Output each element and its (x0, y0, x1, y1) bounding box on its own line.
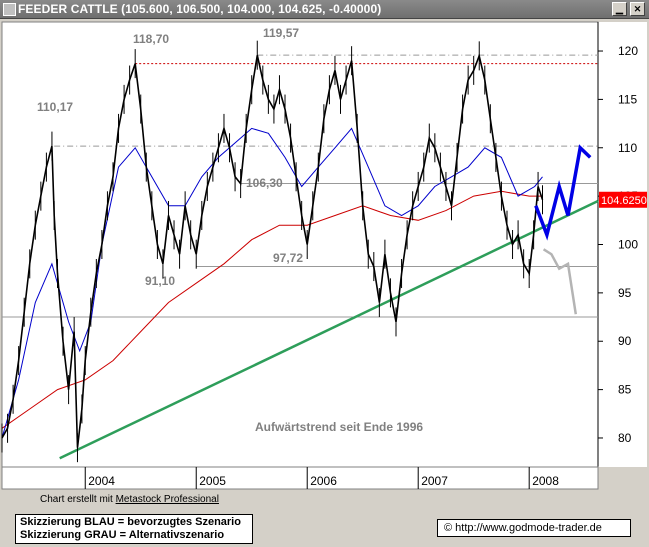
x-tick-label: 2005 (199, 474, 226, 488)
scenario-gray-line (542, 248, 578, 315)
window-system-icon[interactable] (3, 3, 16, 16)
level-label: 110,17 (37, 100, 73, 114)
legend-blue: Skizzierung BLAU = bevorzugtes Szenario (20, 516, 241, 528)
minimize-button[interactable]: ▁ (612, 2, 627, 16)
level-label: 97,72 (273, 251, 303, 265)
y-tick-label: 80 (618, 431, 632, 445)
ma-fast-line (1, 127, 543, 439)
y-tick-label: 100 (618, 238, 638, 252)
website-box[interactable]: © http://www.godmode-trader.de (437, 519, 631, 537)
scenario-legend: Skizzierung BLAU = bevorzugtes Szenario … (15, 514, 253, 544)
window-titlebar: FEEDER CATTLE (105.600, 106.500, 104.000… (0, 0, 649, 19)
y-tick-label: 95 (618, 286, 632, 300)
level-label: 118,70 (133, 32, 169, 46)
chart-credit: Chart erstellt mit Metastock Professiona… (40, 494, 219, 505)
trend-label: Aufwärtstrend seit Ende 1996 (255, 420, 423, 434)
minimize-icon: ▁ (616, 4, 623, 14)
price-chart: 8085909510010511011512020042005200620072… (1, 21, 647, 490)
credit-prefix: Chart erstellt mit (40, 494, 116, 505)
ma-slow-line (1, 190, 543, 429)
level-label: 91,10 (145, 274, 175, 288)
last-price-badge (599, 191, 647, 208)
last-price-label: 104.6250 (601, 195, 647, 207)
x-axis-panel (1, 466, 599, 490)
x-tick-label: 2008 (532, 474, 559, 488)
x-tick-label: 2004 (88, 474, 115, 488)
x-tick-label: 2006 (310, 474, 337, 488)
close-button[interactable]: ✕ (630, 2, 645, 16)
y-tick-label: 90 (618, 334, 632, 348)
level-label: 106,30 (246, 176, 283, 190)
metastock-link[interactable]: Metastock Professional (115, 494, 219, 505)
y-tick-label: 85 (618, 383, 632, 397)
trend-line (59, 199, 599, 460)
scenario-blue-line (534, 144, 592, 241)
y-tick-label: 110 (618, 141, 637, 155)
x-tick-label: 2007 (421, 474, 448, 488)
y-axis-panel (598, 22, 647, 467)
close-icon: ✕ (633, 4, 642, 14)
y-tick-label: 120 (618, 44, 638, 58)
y-tick-label: 115 (618, 92, 637, 106)
window-title: FEEDER CATTLE (105.600, 106.500, 104.000… (18, 2, 382, 16)
level-label: 119,57 (263, 26, 299, 40)
legend-gray: Skizzierung GRAU = Alternativszenario (20, 529, 225, 541)
